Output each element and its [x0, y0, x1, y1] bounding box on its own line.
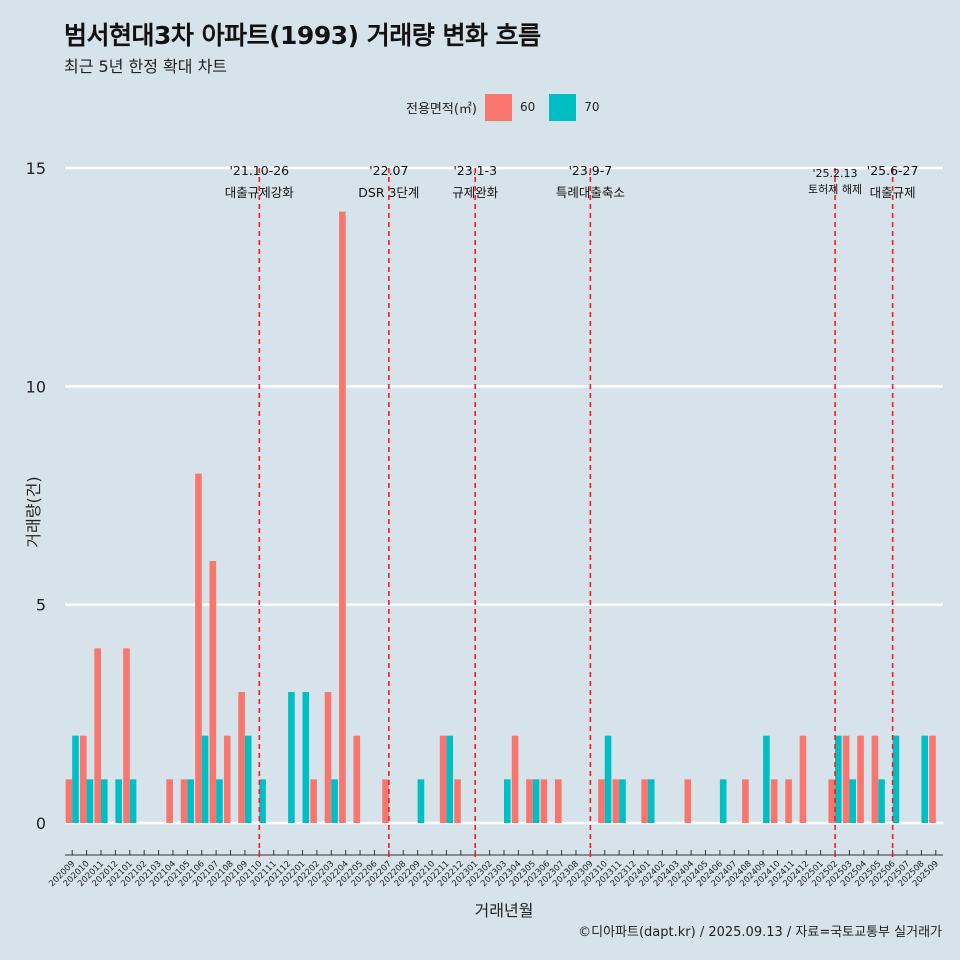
bar-60-202212 [454, 779, 461, 823]
bar-70-202508 [921, 735, 929, 823]
event-date-label: '21.10-26 [229, 163, 289, 178]
bar-60-202504 [857, 735, 864, 823]
bar-70-202209 [417, 779, 425, 823]
bar-60-202203 [324, 692, 332, 823]
legend-title: 전용면적(㎡) [406, 101, 477, 117]
bar-70-202211 [446, 735, 454, 823]
y-tick-label: 15 [26, 159, 46, 178]
bar-70-202506 [892, 735, 900, 823]
bar-60-202107 [209, 561, 217, 823]
event-label: 특례대출축소 [556, 185, 625, 200]
bar-70-202011 [100, 779, 108, 823]
bar-60-202307 [554, 779, 562, 823]
event-label: 규제완화 [452, 185, 499, 200]
event-date-label: '25.6-27 [867, 163, 919, 178]
bar-70-202505 [878, 779, 885, 823]
bar-60-202412 [799, 735, 807, 823]
bar-60-202106 [195, 473, 202, 823]
bar-60-202408 [742, 779, 749, 823]
bar-60-202009 [65, 779, 73, 823]
bar-60-202101 [123, 648, 130, 823]
y-tick-label: 0 [36, 814, 46, 833]
bar-70-202101 [129, 779, 137, 823]
bar-70-202110 [259, 779, 266, 823]
bar-60-202410 [770, 779, 778, 823]
bar-70-202105 [187, 779, 194, 823]
bar-70-202409 [763, 735, 770, 823]
y-tick-label: 10 [26, 377, 46, 396]
event-label: 대출규제강화 [225, 185, 295, 200]
bar-70-202010 [86, 779, 94, 823]
bar-70-202109 [244, 735, 252, 823]
legend-swatch-70 [549, 93, 577, 121]
x-axis-label: 거래년월 [474, 901, 534, 920]
bar-60-202305 [526, 779, 533, 823]
bar-60-202108 [223, 735, 231, 823]
bar-60-202502 [828, 779, 836, 823]
event-date-label: '23.9-7 [568, 163, 612, 178]
y-tick-label: 5 [36, 596, 46, 615]
bar-70-202401 [647, 779, 655, 823]
bar-60-202304 [511, 735, 519, 823]
legend-label-70: 70 [584, 100, 600, 114]
event-date-label: '25.2.13 [813, 167, 858, 180]
bar-60-202401 [641, 779, 648, 823]
bar-60-202503 [842, 735, 850, 823]
bar-70-202112 [288, 692, 295, 823]
bar-60-202109 [238, 692, 245, 823]
bar-70-202406 [719, 779, 727, 823]
bar-70-202503 [849, 779, 857, 823]
bar-60-202207 [382, 779, 389, 823]
bar-60-202204 [339, 211, 346, 823]
bar-60-202011 [94, 648, 101, 823]
bar-60-202509 [929, 735, 936, 823]
bar-70-202201 [302, 692, 310, 823]
bar-70-202107 [216, 779, 223, 823]
bar-60-202404 [684, 779, 692, 823]
event-date-label: '22.07 [369, 163, 408, 178]
bar-60-202205 [353, 735, 361, 823]
chart-subtitle: 최근 5년 한정 확대 차트 [64, 57, 228, 76]
chart-title: 범서현대3차 아파트(1993) 거래량 변화 흐름 [64, 21, 541, 50]
bar-70-202310 [604, 735, 612, 823]
legend-label-60: 60 [519, 100, 536, 114]
bar-60-202411 [785, 779, 792, 823]
bar-60-202202 [310, 779, 317, 823]
bar-70-202012 [115, 779, 122, 823]
bar-60-202311 [612, 779, 620, 823]
source-caption: ©디아파트(dapt.kr) / 2025.09.13 / 자료=국토교통부 실… [578, 925, 942, 940]
bar-60-202010 [79, 735, 87, 823]
bar-70-202009 [72, 735, 79, 823]
bar-60-202505 [871, 735, 879, 823]
bar-60-202211 [439, 735, 447, 823]
bar-60-202306 [540, 779, 548, 823]
bar-60-202310 [598, 779, 605, 823]
bar-60-202104 [166, 779, 173, 823]
event-label: 토허제 해제 [808, 182, 862, 196]
event-date-label: '23.1-3 [453, 163, 497, 178]
bar-70-202502 [835, 735, 842, 823]
event-label: DSR 3단계 [358, 185, 419, 200]
legend-swatch-60 [484, 93, 512, 121]
bar-70-202203 [331, 779, 338, 823]
bar-60-202105 [180, 779, 188, 823]
legend: 전용면적(㎡) 60 70 [406, 93, 614, 121]
bar-70-202305 [532, 779, 540, 823]
bar-70-202106 [201, 735, 209, 823]
bar-70-202303 [504, 779, 511, 823]
event-label: 대출규제 [870, 185, 916, 200]
bar-70-202311 [619, 779, 626, 823]
